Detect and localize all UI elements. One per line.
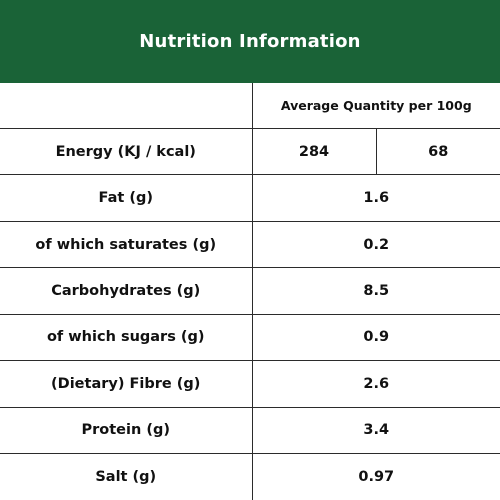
nutrient-value: 0.9	[251, 313, 500, 362]
energy-row: Energy (KJ / kcal) 284 68	[0, 127, 500, 176]
nutrient-label: Salt (g)	[0, 452, 253, 500]
page-title: Nutrition Information	[139, 31, 361, 52]
nutrient-label: Carbohydrates (g)	[0, 267, 253, 315]
nutrient-label: Protein (g)	[0, 406, 253, 454]
energy-kj-value: 284	[251, 127, 377, 176]
energy-label: Energy (KJ / kcal)	[0, 127, 253, 176]
nutrient-value: 2.6	[251, 360, 500, 408]
energy-kcal-value: 68	[375, 127, 500, 176]
nutrition-table: Average Quantity per 100g Energy (KJ / k…	[0, 83, 500, 500]
nutrient-value: 3.4	[251, 406, 500, 454]
nutrient-value: 8.5	[251, 267, 500, 315]
nutrient-label: of which saturates (g)	[0, 220, 253, 269]
table-row: of which sugars (g) 0.9	[0, 313, 500, 362]
nutrient-label: of which sugars (g)	[0, 313, 253, 362]
nutrient-value: 1.6	[251, 174, 500, 222]
column-header: Average Quantity per 100g	[251, 83, 500, 129]
nutrient-value: 0.97	[251, 452, 500, 500]
table-row: Fat (g) 1.6	[0, 174, 500, 222]
empty-header-cell	[0, 83, 253, 129]
nutrient-value: 0.2	[251, 220, 500, 269]
table-header-row: Average Quantity per 100g	[0, 83, 500, 129]
table-row: of which saturates (g) 0.2	[0, 220, 500, 269]
nutrient-label: (Dietary) Fibre (g)	[0, 360, 253, 408]
nutrient-label: Fat (g)	[0, 174, 253, 222]
table-row: Salt (g) 0.97	[0, 452, 500, 500]
table-row: (Dietary) Fibre (g) 2.6	[0, 360, 500, 408]
table-row: Protein (g) 3.4	[0, 406, 500, 454]
header-bar: Nutrition Information	[0, 0, 500, 83]
table-row: Carbohydrates (g) 8.5	[0, 267, 500, 315]
